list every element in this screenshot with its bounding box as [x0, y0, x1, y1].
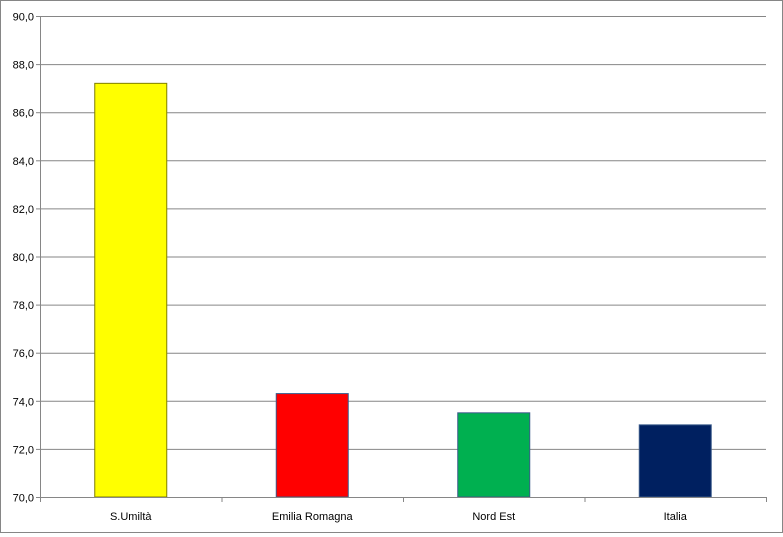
y-tick-label: 78,0 — [13, 300, 34, 312]
y-tick-label: 88,0 — [13, 60, 34, 72]
y-tick-label: 72,0 — [13, 444, 34, 456]
bar-0 — [94, 82, 168, 498]
y-tick-label: 86,0 — [13, 108, 34, 120]
x-tick-label: Emilia Romagna — [272, 511, 354, 523]
x-tick-label: Nord Est — [472, 511, 515, 523]
y-tick-label: 82,0 — [13, 204, 34, 216]
y-tick-label: 84,0 — [13, 156, 34, 168]
y-tick-label: 90,0 — [13, 12, 34, 24]
x-tick-label: S.Umiltà — [110, 511, 152, 523]
x-tick-label: Italia — [664, 511, 688, 523]
y-tick-label: 74,0 — [13, 396, 34, 408]
y-tick-label: 70,0 — [13, 493, 34, 505]
y-tick-label: 76,0 — [13, 348, 34, 360]
bar-2 — [457, 412, 531, 498]
bar-3 — [638, 424, 712, 498]
y-tick-label: 80,0 — [13, 252, 34, 264]
bar-1 — [275, 393, 349, 498]
